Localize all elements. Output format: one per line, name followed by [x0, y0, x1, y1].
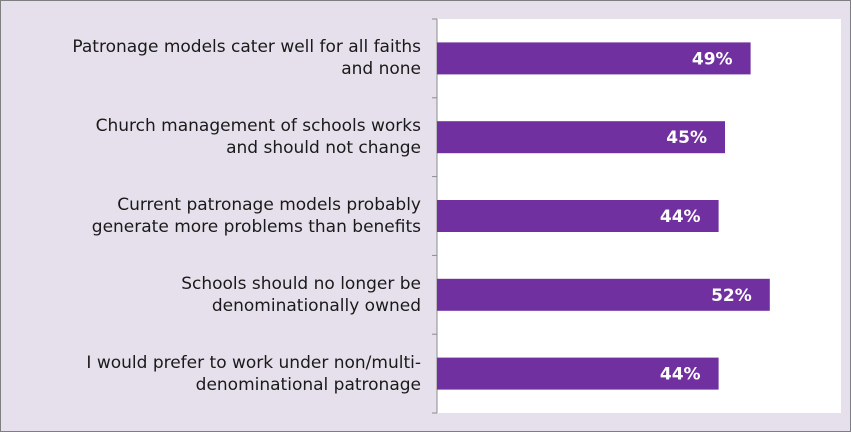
bar [437, 278, 770, 311]
bar-value-label: 45% [666, 128, 707, 148]
bar-value-label: 49% [692, 49, 733, 69]
bar [437, 357, 719, 390]
bar-value-label: 52% [711, 286, 752, 306]
category-label: Patronage models cater well for all fait… [72, 37, 421, 80]
category-label: I would prefer to work under non/multi- … [86, 352, 421, 395]
bar [437, 121, 725, 154]
bar [437, 42, 751, 75]
category-label: Schools should no longer be denomination… [181, 273, 421, 316]
category-label: Current patronage models probably genera… [91, 195, 421, 237]
bar-value-label: 44% [660, 365, 701, 385]
bar-value-label: 44% [660, 207, 701, 227]
bar [437, 200, 719, 232]
category-label: Church management of schools works and s… [95, 116, 421, 159]
